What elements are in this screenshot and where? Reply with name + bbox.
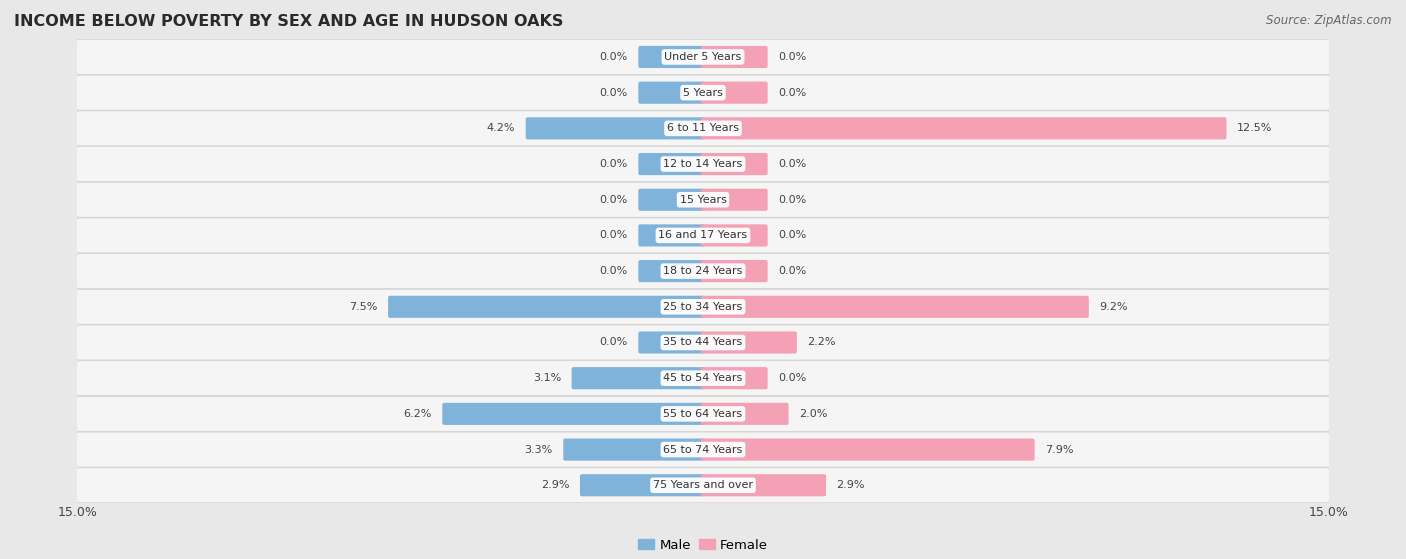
FancyBboxPatch shape xyxy=(702,117,1226,139)
FancyBboxPatch shape xyxy=(638,224,704,247)
Text: 12 to 14 Years: 12 to 14 Years xyxy=(664,159,742,169)
FancyBboxPatch shape xyxy=(76,146,1330,182)
Text: 0.0%: 0.0% xyxy=(778,230,806,240)
Text: 4.2%: 4.2% xyxy=(486,124,516,134)
FancyBboxPatch shape xyxy=(76,396,1330,432)
Text: 0.0%: 0.0% xyxy=(600,195,628,205)
Text: 0.0%: 0.0% xyxy=(600,338,628,348)
FancyBboxPatch shape xyxy=(76,290,1330,324)
FancyBboxPatch shape xyxy=(388,296,704,318)
Text: 3.1%: 3.1% xyxy=(533,373,561,383)
Text: 35 to 44 Years: 35 to 44 Years xyxy=(664,338,742,348)
FancyBboxPatch shape xyxy=(638,46,704,68)
FancyBboxPatch shape xyxy=(702,438,1035,461)
FancyBboxPatch shape xyxy=(702,189,768,211)
Text: 0.0%: 0.0% xyxy=(600,266,628,276)
FancyBboxPatch shape xyxy=(76,111,1330,146)
Text: Source: ZipAtlas.com: Source: ZipAtlas.com xyxy=(1267,14,1392,27)
Text: 75 Years and over: 75 Years and over xyxy=(652,480,754,490)
Text: 0.0%: 0.0% xyxy=(600,88,628,98)
FancyBboxPatch shape xyxy=(76,361,1330,396)
Text: 16 and 17 Years: 16 and 17 Years xyxy=(658,230,748,240)
Text: 0.0%: 0.0% xyxy=(778,159,806,169)
FancyBboxPatch shape xyxy=(702,224,768,247)
Text: 6 to 11 Years: 6 to 11 Years xyxy=(666,124,740,134)
FancyBboxPatch shape xyxy=(76,40,1330,74)
FancyBboxPatch shape xyxy=(76,325,1330,360)
FancyBboxPatch shape xyxy=(443,403,704,425)
FancyBboxPatch shape xyxy=(702,296,1088,318)
Text: 65 to 74 Years: 65 to 74 Years xyxy=(664,444,742,454)
Text: 5 Years: 5 Years xyxy=(683,88,723,98)
Text: 0.0%: 0.0% xyxy=(600,52,628,62)
FancyBboxPatch shape xyxy=(702,474,827,496)
FancyBboxPatch shape xyxy=(702,260,768,282)
FancyBboxPatch shape xyxy=(702,331,797,353)
Text: 0.0%: 0.0% xyxy=(778,373,806,383)
Text: 7.9%: 7.9% xyxy=(1045,444,1074,454)
Text: 3.3%: 3.3% xyxy=(524,444,553,454)
Text: 0.0%: 0.0% xyxy=(778,266,806,276)
Text: 9.2%: 9.2% xyxy=(1099,302,1128,312)
FancyBboxPatch shape xyxy=(76,218,1330,253)
FancyBboxPatch shape xyxy=(702,367,768,389)
FancyBboxPatch shape xyxy=(526,117,704,139)
FancyBboxPatch shape xyxy=(638,331,704,353)
Text: 18 to 24 Years: 18 to 24 Years xyxy=(664,266,742,276)
Text: 6.2%: 6.2% xyxy=(404,409,432,419)
FancyBboxPatch shape xyxy=(702,82,768,104)
FancyBboxPatch shape xyxy=(76,432,1330,467)
Text: 2.9%: 2.9% xyxy=(837,480,865,490)
Text: Under 5 Years: Under 5 Years xyxy=(665,52,741,62)
FancyBboxPatch shape xyxy=(702,153,768,175)
FancyBboxPatch shape xyxy=(76,468,1330,503)
FancyBboxPatch shape xyxy=(76,182,1330,217)
FancyBboxPatch shape xyxy=(638,82,704,104)
Text: INCOME BELOW POVERTY BY SEX AND AGE IN HUDSON OAKS: INCOME BELOW POVERTY BY SEX AND AGE IN H… xyxy=(14,14,564,29)
Text: 7.5%: 7.5% xyxy=(349,302,378,312)
FancyBboxPatch shape xyxy=(638,153,704,175)
FancyBboxPatch shape xyxy=(76,254,1330,288)
Legend: Male, Female: Male, Female xyxy=(633,533,773,557)
Text: 2.9%: 2.9% xyxy=(541,480,569,490)
Text: 45 to 54 Years: 45 to 54 Years xyxy=(664,373,742,383)
Text: 55 to 64 Years: 55 to 64 Years xyxy=(664,409,742,419)
Text: 0.0%: 0.0% xyxy=(778,195,806,205)
Text: 25 to 34 Years: 25 to 34 Years xyxy=(664,302,742,312)
Text: 12.5%: 12.5% xyxy=(1237,124,1272,134)
FancyBboxPatch shape xyxy=(564,438,704,461)
FancyBboxPatch shape xyxy=(702,403,789,425)
FancyBboxPatch shape xyxy=(702,46,768,68)
Text: 15 Years: 15 Years xyxy=(679,195,727,205)
FancyBboxPatch shape xyxy=(638,260,704,282)
FancyBboxPatch shape xyxy=(76,75,1330,110)
Text: 2.0%: 2.0% xyxy=(799,409,827,419)
Text: 0.0%: 0.0% xyxy=(600,230,628,240)
Text: 0.0%: 0.0% xyxy=(778,88,806,98)
Text: 0.0%: 0.0% xyxy=(600,159,628,169)
Text: 0.0%: 0.0% xyxy=(778,52,806,62)
Text: 2.2%: 2.2% xyxy=(807,338,835,348)
FancyBboxPatch shape xyxy=(572,367,704,389)
FancyBboxPatch shape xyxy=(638,189,704,211)
FancyBboxPatch shape xyxy=(579,474,704,496)
